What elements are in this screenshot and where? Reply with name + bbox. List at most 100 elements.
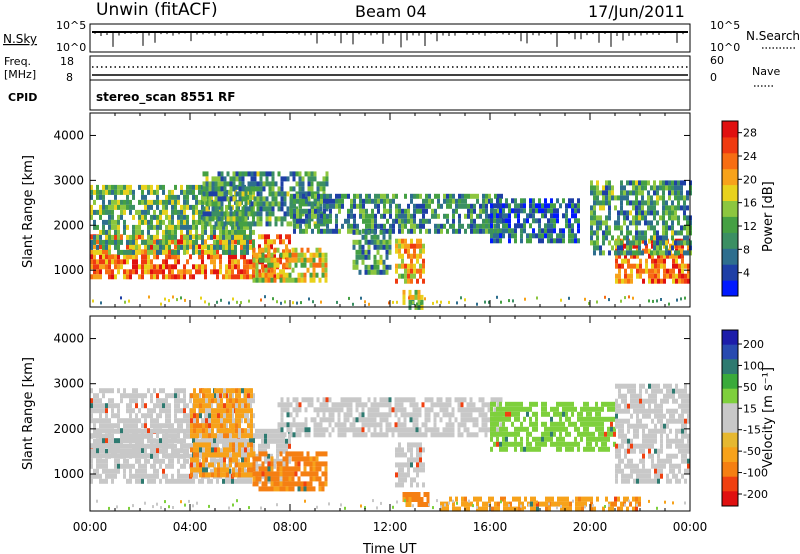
heatmap-cell [214,201,218,207]
heatmap-cell [247,472,250,478]
heatmap-cell [298,402,302,408]
heatmap-cell [346,407,350,413]
heatmap-cell [665,210,668,216]
heatmap-cell [421,402,425,408]
heatmap-cell [408,299,412,305]
heatmap-cell [222,249,225,255]
heatmap-cell [517,411,520,417]
heatmap-cell [535,218,538,224]
heatmap-cell [303,471,307,477]
heatmap-cell [93,453,96,459]
heatmap-cell [374,203,377,209]
heatmap-cell [371,218,374,224]
heatmap-cell [652,299,654,303]
beam-title: Beam 04 [355,2,427,21]
heatmap-cell [277,201,281,207]
heatmap-cell [93,249,96,255]
heatmap-cell [262,181,266,187]
heatmap-cell [629,220,632,226]
heatmap-cell [144,269,147,275]
heatmap-cell [499,208,502,214]
heatmap-cell [196,467,199,473]
heatmap-cell [202,398,205,404]
heatmap-cell [632,250,635,256]
heatmap-cell [120,418,123,424]
heatmap-cell [159,408,162,414]
heatmap-cell [293,193,296,199]
heatmap-cell [464,298,466,302]
heatmap-cell [144,254,147,260]
heatmap-cell [120,199,123,205]
heatmap-cell [347,223,350,229]
heatmap-cell [632,200,635,206]
heatmap-cell [315,476,319,482]
heatmap-cell [105,468,108,474]
heatmap-cell [553,223,556,229]
heatmap-cell [144,448,147,454]
heatmap-cell [250,413,253,419]
heatmap-cell [671,185,674,191]
heatmap-cell [252,189,255,195]
heatmap-cell [252,398,255,404]
heatmap-cell [241,221,245,227]
heatmap-cell [238,211,242,217]
heatmap-cell [437,228,440,234]
heatmap-cell [156,254,159,260]
heatmap-cell [320,218,323,224]
heatmap-cell [590,240,593,246]
heatmap-cell [120,239,123,245]
heatmap-cell [195,473,198,479]
heatmap-cell [593,195,596,201]
heatmap-cell [388,422,392,428]
heatmap-cell [174,229,177,235]
heatmap-cell [201,234,204,240]
heatmap-cell [674,205,677,211]
heatmap-cell [322,176,326,182]
heatmap-cell [105,433,108,439]
heatmap-cell [356,193,359,199]
heatmap-cell [382,239,386,245]
heatmap-cell [250,211,254,217]
heatmap-cell [132,428,135,434]
heatmap-cell [292,417,296,423]
heatmap-cell [346,417,350,423]
heatmap-cell [300,471,304,477]
heatmap-cell [205,457,208,463]
heatmap-cell [574,218,577,224]
heatmap-cell [117,269,120,275]
heatmap-cell [108,468,111,474]
heatmap-cell [255,272,259,278]
heatmap-cell [225,229,228,235]
heatmap-cell [412,422,416,428]
heatmap-cell [283,432,287,438]
heatmap-cell [662,250,665,256]
heatmap-cell [318,486,322,492]
heatmap-cell [126,428,129,434]
heatmap-cell [644,210,647,216]
heatmap-cell [190,433,193,439]
heatmap-cell [147,388,150,394]
heatmap-cell [300,262,304,268]
heatmap-cell [638,245,641,251]
heatmap-cell [412,301,414,304]
heatmap-cell [488,223,491,229]
heatmap-cell [267,438,270,444]
heatmap-cell [365,193,368,199]
heatmap-cell [153,478,156,484]
heatmap-cell [235,452,238,458]
heatmap-cell [329,208,332,214]
heatmap-cell [220,176,224,182]
heatmap-cell [312,471,316,477]
heatmap-cell [445,412,449,418]
heatmap-cell [645,248,648,254]
heatmap-cell [249,403,252,409]
heatmap-cell [299,213,302,219]
heatmap-cell [376,432,380,438]
heatmap-cell [135,433,138,439]
heatmap-cell [410,243,413,249]
heatmap-cell [234,468,237,474]
heatmap-cell [102,224,105,230]
heatmap-cell [377,198,380,204]
heatmap-cell [434,213,437,219]
heatmap-cell [376,402,380,408]
